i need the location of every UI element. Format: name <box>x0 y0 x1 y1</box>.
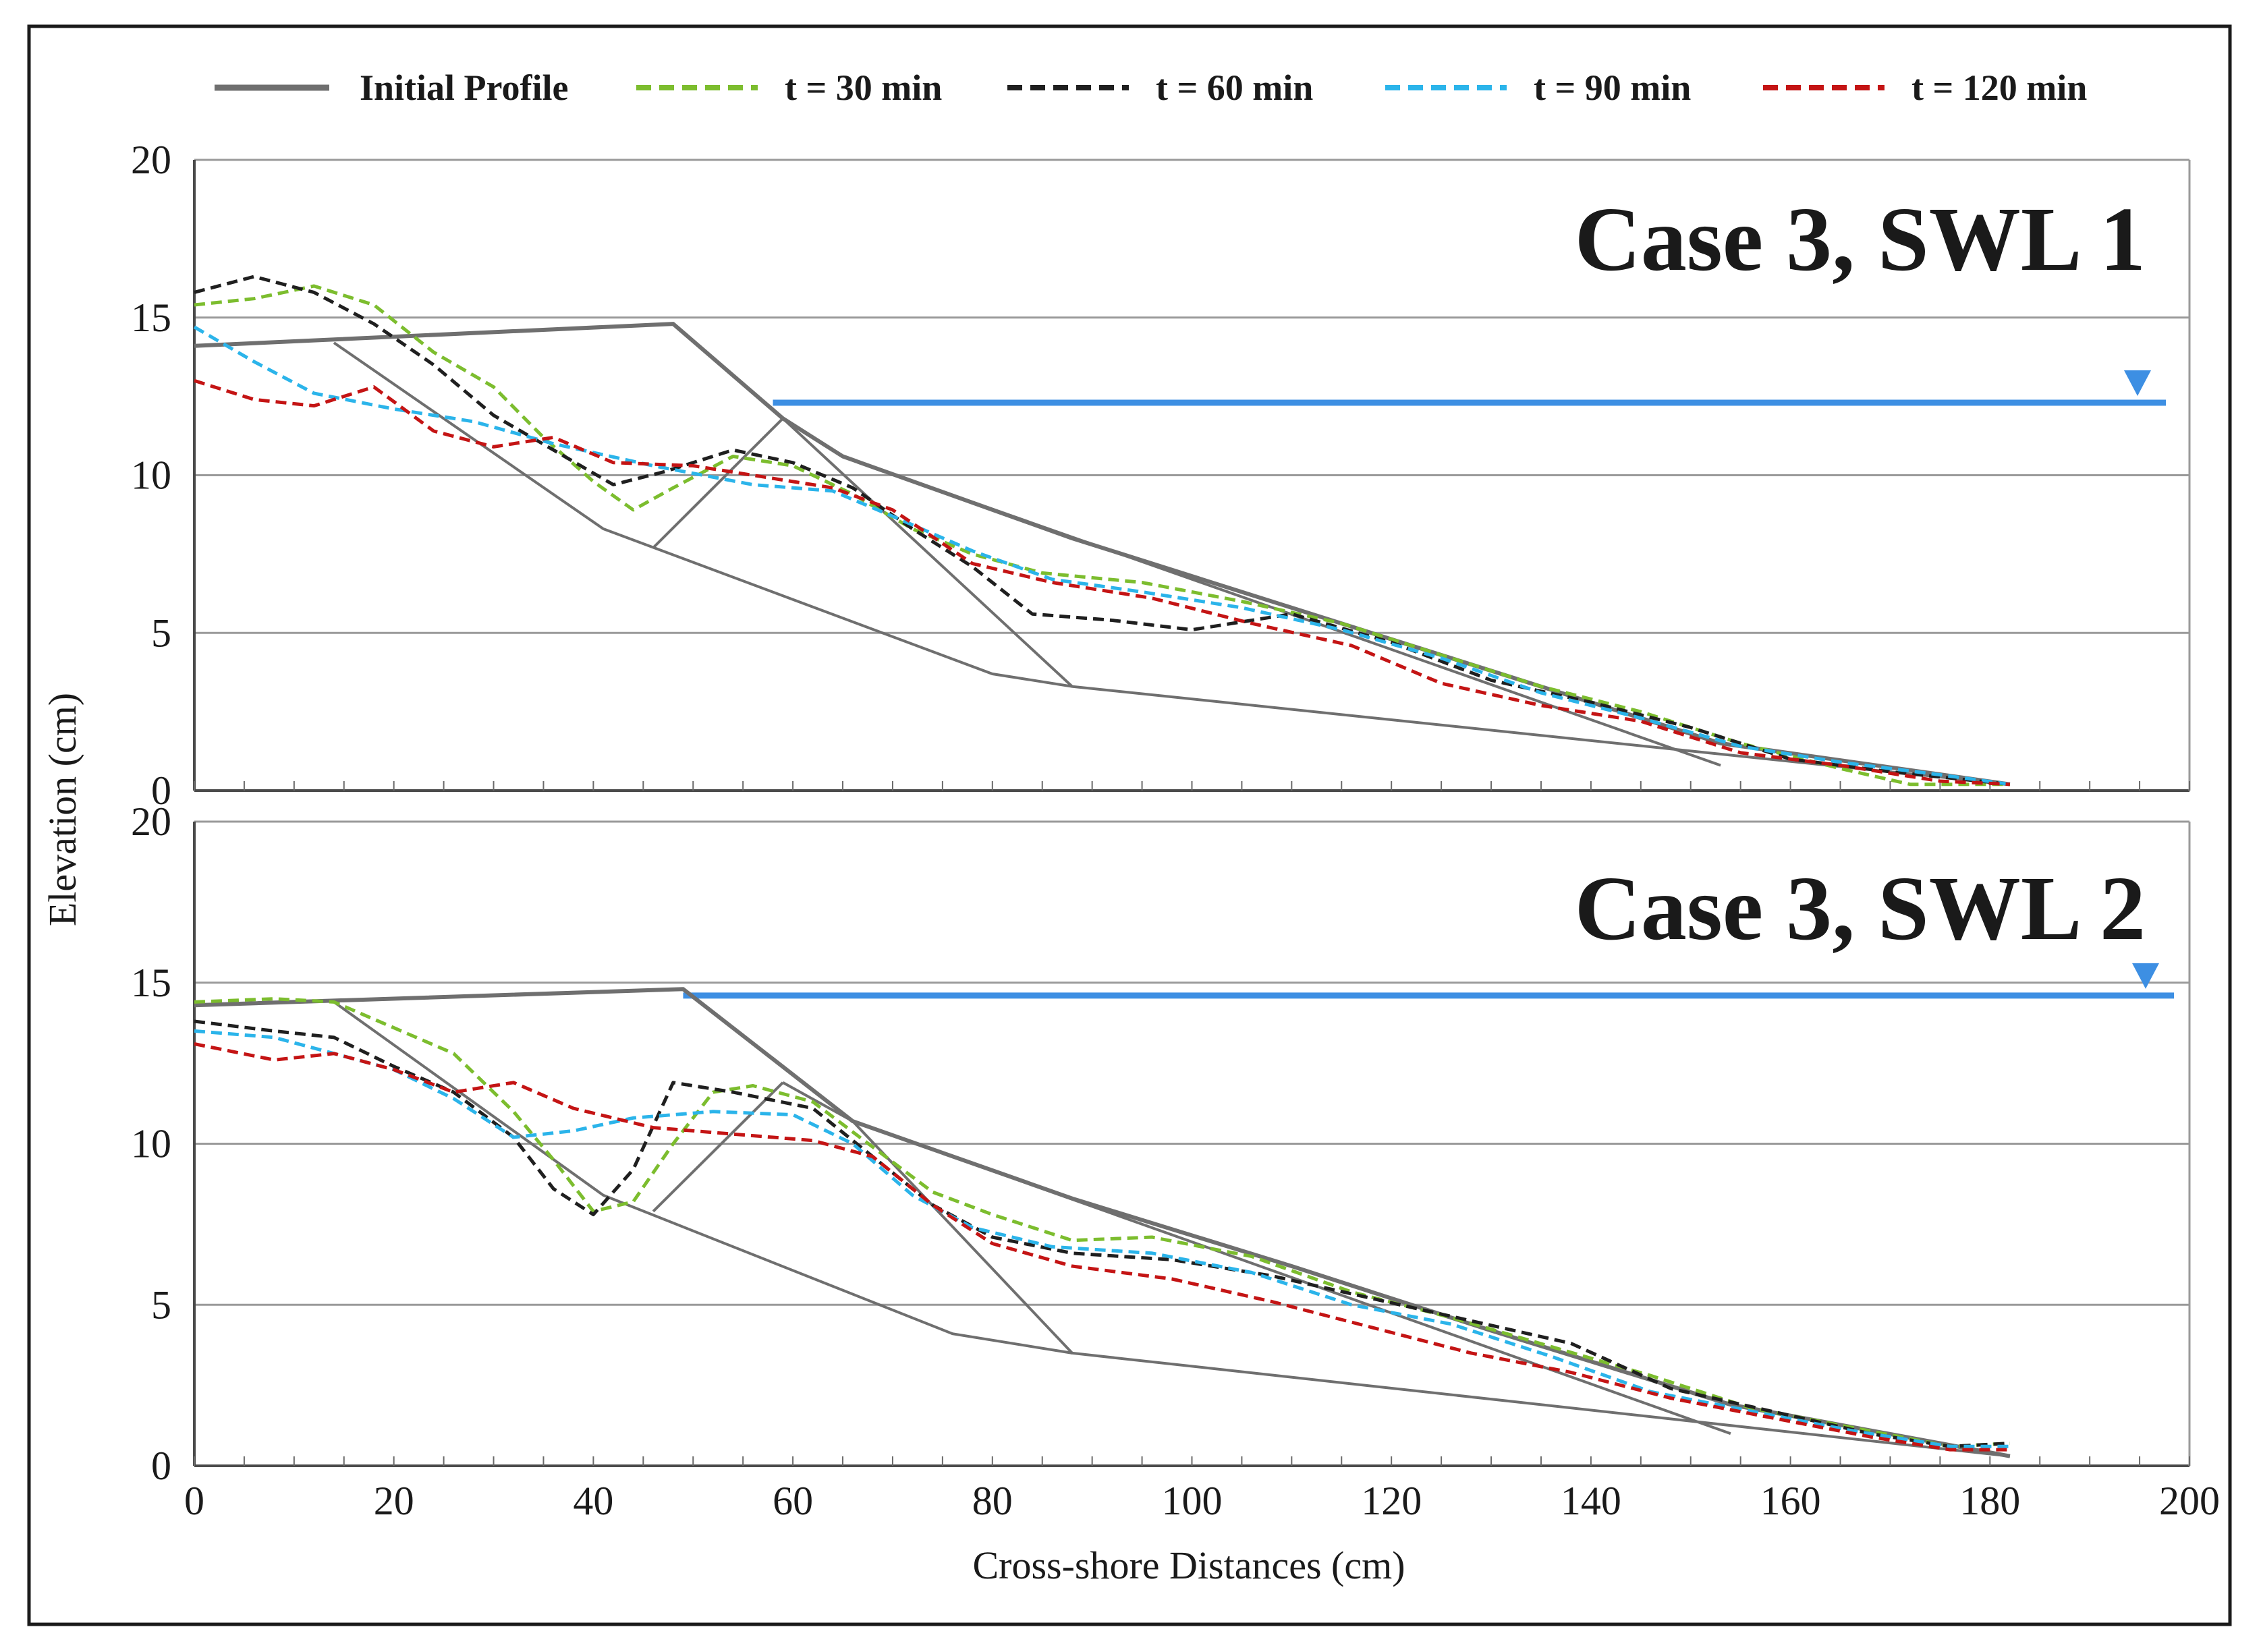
legend-label-t90: t = 90 min <box>1534 67 1691 108</box>
panel-title: Case 3, SWL 1 <box>1575 189 2146 290</box>
panel-swl1: 0 5 10 15 20 Case 3, SWL 1 <box>131 138 2191 813</box>
y-tick-label: 20 <box>131 799 171 844</box>
y-tick-label: 15 <box>131 295 171 340</box>
swl-marker-icon <box>2124 370 2151 396</box>
x-tick-label: 80 <box>972 1479 1013 1523</box>
x-tick-label: 40 <box>573 1479 613 1523</box>
structure-outline <box>652 1081 784 1213</box>
structure-outline <box>333 341 1073 688</box>
panel-title: Case 3, SWL 2 <box>1575 858 2146 959</box>
structure-outline <box>652 417 784 549</box>
series-line-initial-profile <box>194 987 2011 1458</box>
x-tick-label: 200 <box>2159 1479 2220 1523</box>
x-tick-label: 100 <box>1162 1479 1223 1523</box>
y-axis-title: Elevation (cm) <box>40 693 84 926</box>
legend-label-t60: t = 60 min <box>1156 67 1313 108</box>
y-tick-label: 5 <box>151 1282 171 1327</box>
x-axis-title: Cross-shore Distances (cm) <box>972 1543 1405 1587</box>
series-line-t-120-min <box>194 1042 2010 1452</box>
x-tick-label: 20 <box>374 1479 414 1523</box>
figure-frame <box>27 24 2232 1626</box>
y-tick-label: 5 <box>151 610 171 655</box>
y-tick-label: 20 <box>131 138 171 182</box>
legend: Initial Profile t = 30 min t = 60 min t … <box>215 67 2087 108</box>
y-tick-label: 15 <box>131 961 171 1005</box>
swl-marker-icon <box>2132 963 2159 989</box>
y-tick-label: 0 <box>151 1444 171 1488</box>
structure-outline <box>333 1000 1073 1355</box>
x-tick-label: 160 <box>1760 1479 1821 1523</box>
x-tick-label: 140 <box>1561 1479 1621 1523</box>
x-tick-label: 0 <box>184 1479 204 1523</box>
x-tick-label: 180 <box>1959 1479 2020 1523</box>
y-tick-label: 10 <box>131 453 171 498</box>
legend-label-initial: Initial Profile <box>360 67 568 108</box>
y-tick-label: 0 <box>151 768 171 813</box>
y-tick-label: 10 <box>131 1122 171 1166</box>
series-line-t-60-min <box>194 1019 2011 1448</box>
legend-label-t120: t = 120 min <box>1911 67 2087 108</box>
legend-label-t30: t = 30 min <box>785 67 942 108</box>
series-line-t-90-min <box>193 325 2011 787</box>
series-line-t-30-min <box>194 284 2010 787</box>
x-tick-label: 120 <box>1361 1479 1422 1523</box>
series-line-t-120-min <box>194 378 2011 787</box>
x-tick-label: 60 <box>773 1479 813 1523</box>
series-line-t-60-min <box>194 275 2011 787</box>
